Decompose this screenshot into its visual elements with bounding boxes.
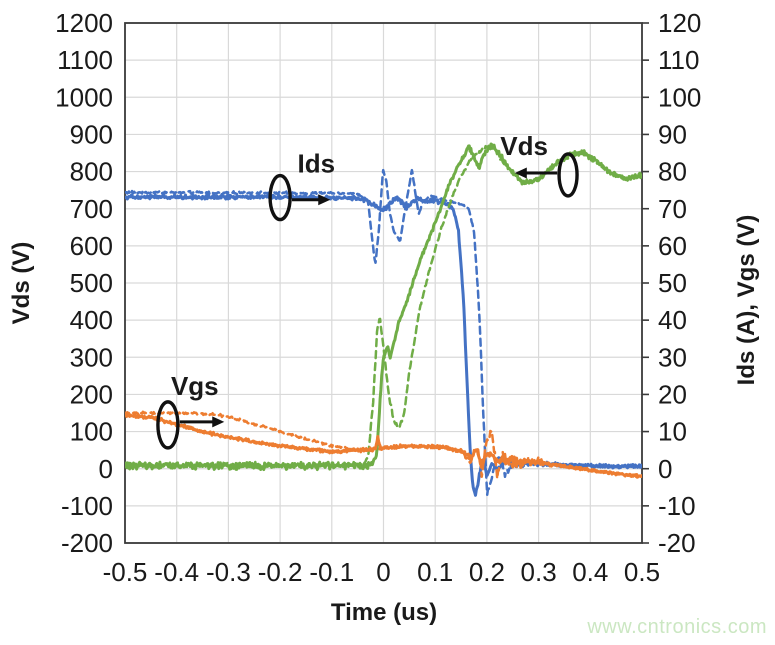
y-left-tick-label: 800: [70, 157, 113, 187]
y-left-tick-label: 0: [99, 454, 113, 484]
y-right-tick-label: 100: [658, 82, 701, 112]
x-tick-label: -0.1: [309, 557, 354, 587]
vgs-arrow-head: [212, 416, 225, 428]
vgs-label: Vgs: [171, 371, 219, 401]
x-tick-label: 0.1: [417, 557, 453, 587]
y-right-tick-label: 0: [658, 454, 672, 484]
vds-arrow-head: [514, 167, 527, 179]
axis-tick-labels: 1200110010009008007006005004003002001000…: [55, 8, 701, 587]
x-axis-title: Time (us): [330, 599, 438, 626]
series-group: [125, 142, 642, 497]
y-right-tick-label: 20: [658, 380, 687, 410]
y-right-tick-label: 120: [658, 8, 701, 38]
x-tick-label: 0.4: [572, 557, 608, 587]
x-tick-label: 0.3: [521, 557, 557, 587]
x-tick-label: -0.2: [258, 557, 303, 587]
ids-label: Ids: [298, 149, 336, 179]
x-tick-label: -0.4: [154, 557, 199, 587]
x-tick-label: 0.2: [469, 557, 505, 587]
y-right-tick-label: 40: [658, 305, 687, 335]
left-axis-title: Vds (V): [8, 241, 35, 325]
y-left-tick-label: 1200: [55, 8, 113, 38]
annotation-ids: Ids: [268, 149, 336, 222]
y-right-tick-label: 90: [658, 120, 687, 150]
y-right-tick-label: 30: [658, 342, 687, 372]
y-left-tick-label: 1100: [57, 45, 113, 75]
vds-ellipse: [557, 152, 579, 198]
y-left-tick-label: 500: [70, 268, 113, 298]
series-vgs-solid: [125, 412, 642, 479]
series-vds-solid: [125, 142, 642, 472]
right-axis-title: Ids (A), Vgs (V): [733, 214, 760, 386]
y-right-tick-label: 70: [658, 194, 687, 224]
x-tick-label: -0.5: [103, 557, 148, 587]
y-left-tick-label: 700: [70, 194, 113, 224]
y-right-tick-label: 110: [658, 45, 699, 75]
y-right-tick-label: -20: [658, 528, 696, 558]
y-left-tick-label: -200: [61, 528, 113, 558]
y-left-tick-label: 300: [70, 342, 113, 372]
y-right-tick-label: -10: [658, 491, 696, 521]
vgs-ellipse: [156, 400, 180, 450]
annotation-vds: Vds: [500, 131, 579, 198]
vds-label: Vds: [500, 131, 548, 161]
ids-arrow-head: [318, 194, 331, 206]
y-left-tick-label: 200: [70, 380, 113, 410]
x-tick-label: -0.3: [206, 557, 251, 587]
y-left-tick-label: -100: [61, 491, 113, 521]
y-left-tick-label: 600: [70, 231, 113, 261]
right-axis-tickmarks: [642, 22, 649, 544]
y-right-tick-label: 80: [658, 157, 687, 187]
x-tick-label: 0.5: [624, 557, 660, 587]
y-right-tick-label: 10: [658, 417, 687, 447]
y-left-tick-label: 100: [70, 417, 113, 447]
y-right-tick-label: 60: [658, 231, 687, 261]
ids-ellipse: [268, 173, 292, 222]
x-tick-label: 0: [376, 557, 390, 587]
annotation-vgs: Vgs: [156, 371, 225, 450]
y-right-tick-label: 50: [658, 268, 687, 298]
y-left-tick-label: 400: [70, 305, 113, 335]
y-left-tick-label: 1000: [55, 82, 113, 112]
watermark: www.cntronics.com: [587, 616, 767, 638]
y-left-tick-label: 900: [70, 120, 113, 150]
